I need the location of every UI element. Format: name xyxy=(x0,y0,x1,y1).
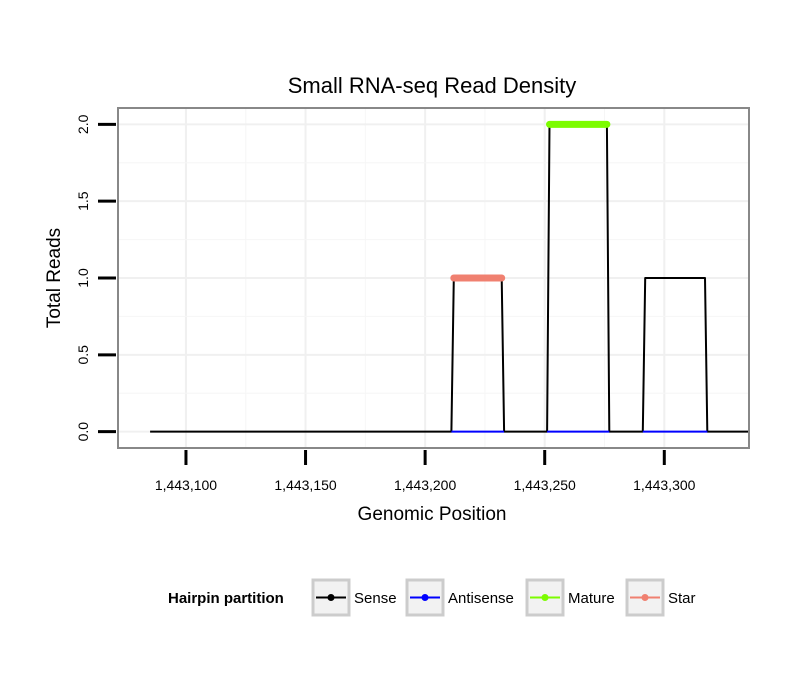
legend-item-star: Star xyxy=(625,578,696,617)
y-tick-label: 0.5 xyxy=(75,345,91,365)
legend-label: Sense xyxy=(354,590,397,607)
y-tick-label: 2.0 xyxy=(75,114,91,134)
y-tick-label: 1.0 xyxy=(75,268,91,288)
series xyxy=(150,120,748,433)
legend-item-sense: Sense xyxy=(311,578,397,617)
x-axis-ticks: 1,443,100 1,443,150 1,443,200 1,443,250 1,44… xyxy=(155,450,696,493)
chart-title: Small RNA-seq Read Density xyxy=(288,73,577,98)
x-tick-label: 1,443,100 xyxy=(155,477,217,493)
legend-key-dot xyxy=(541,594,549,601)
x-tick-label: 1,443,150 xyxy=(274,477,336,493)
x-tick-label: 1,443,300 xyxy=(633,477,695,493)
legend-key-dot xyxy=(641,594,649,601)
x-tick-label: 1,443,200 xyxy=(394,477,456,493)
legend-label: Antisense xyxy=(448,590,514,607)
legend-label: Star xyxy=(668,590,696,607)
y-tick-label: 0.0 xyxy=(75,422,91,442)
legend-title: Hairpin partition xyxy=(168,590,284,607)
legend-label: Mature xyxy=(568,590,615,607)
y-axis-ticks: 0.0 0.5 1.0 1.5 2.0 xyxy=(75,114,116,441)
legend-key-dot xyxy=(327,594,335,601)
x-tick-label: 1,443,250 xyxy=(514,477,576,493)
legend: Hairpin partition Sense Antisense Mature St… xyxy=(168,578,696,617)
legend-item-mature: Mature xyxy=(525,578,615,617)
legend-item-antisense: Antisense xyxy=(405,578,514,617)
y-tick-label: 1.5 xyxy=(75,191,91,211)
x-axis-title: Genomic Position xyxy=(358,504,507,525)
y-axis-title: Total Reads xyxy=(44,228,65,328)
legend-key-dot xyxy=(421,594,429,601)
